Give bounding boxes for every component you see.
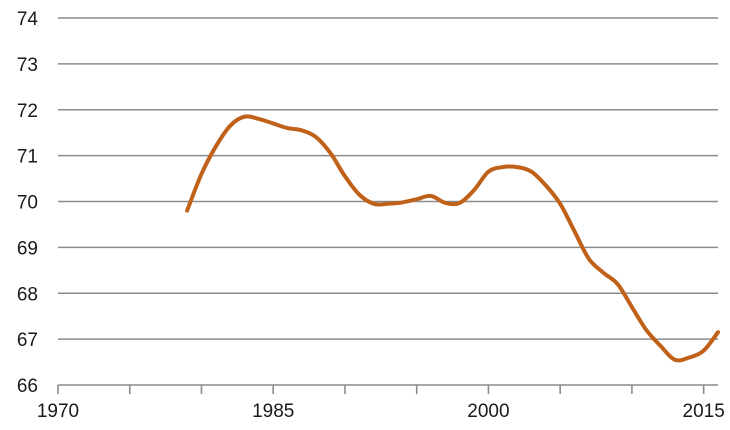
- y-tick-label: 70: [17, 193, 38, 214]
- y-tick-label: 74: [17, 9, 39, 30]
- y-tick-label: 67: [17, 330, 38, 351]
- y-tick-label: 72: [17, 101, 38, 122]
- y-tick-label: 73: [17, 55, 38, 76]
- x-tick-label: 1970: [37, 401, 79, 422]
- y-tick-label: 68: [17, 284, 38, 305]
- x-tick-label: 2015: [683, 401, 725, 422]
- y-tick-label: 71: [17, 147, 38, 168]
- y-tick-label: 66: [17, 376, 38, 397]
- series-line-0: [185, 114, 720, 363]
- y-tick-label: 69: [17, 238, 38, 259]
- y-axis: 66 67 68 69 70 71 72 73 74: [17, 9, 39, 397]
- gridlines: [58, 17, 718, 340]
- series-layer: [185, 114, 720, 363]
- x-tick-label: 2000: [467, 401, 509, 422]
- x-tick-label: 1985: [252, 401, 294, 422]
- x-axis: 1970 1985 2000 2015: [37, 384, 725, 422]
